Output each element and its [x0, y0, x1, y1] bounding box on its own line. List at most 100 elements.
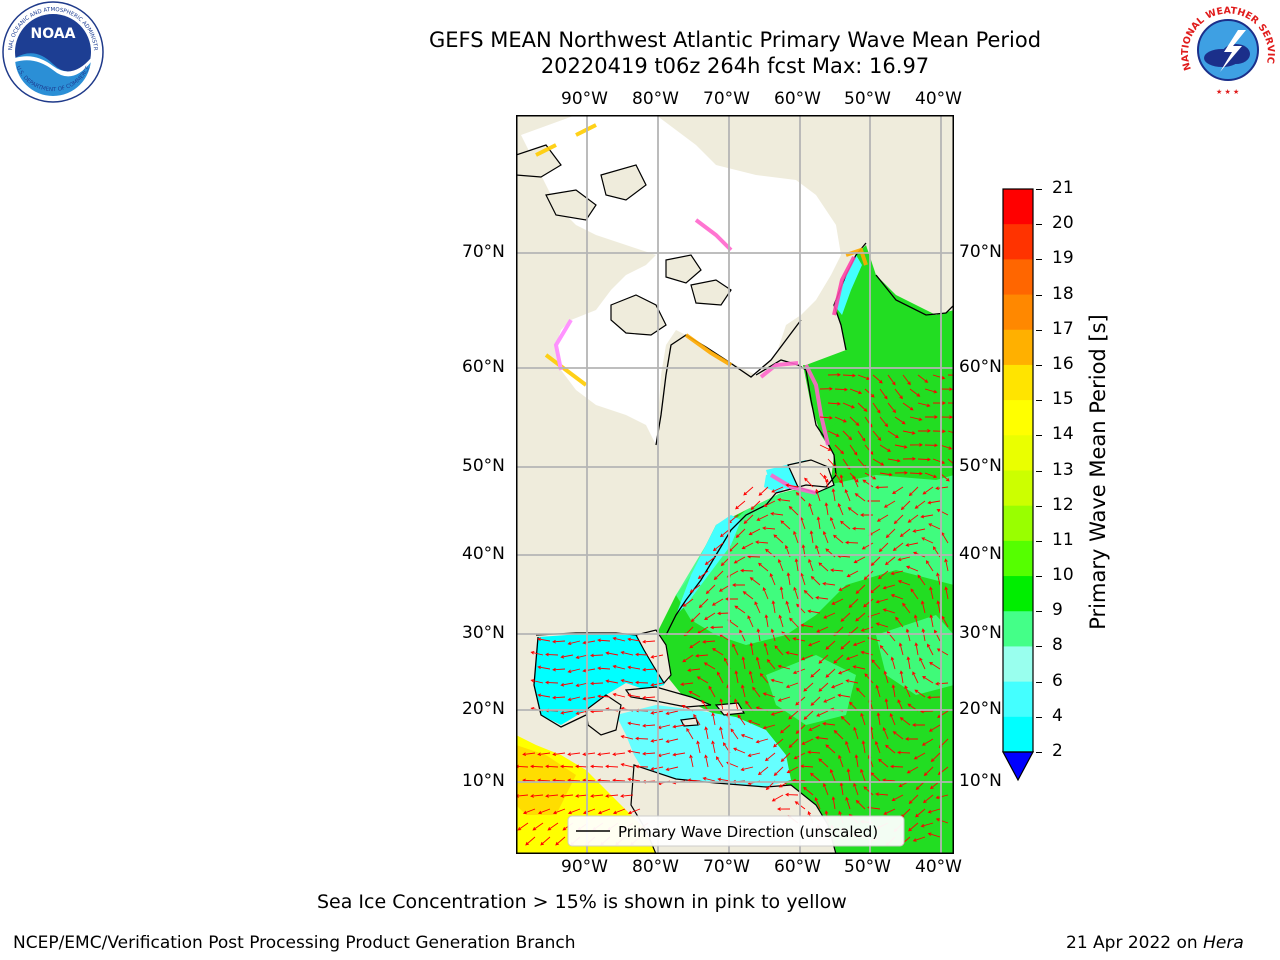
colorbar-segment — [1003, 259, 1033, 296]
wave-arrow — [845, 679, 859, 684]
wave-arrow — [855, 799, 866, 810]
wave-arrow — [810, 668, 821, 678]
wave-arrow — [909, 416, 923, 422]
wave-arrow — [854, 493, 866, 502]
wave-arrow — [849, 444, 858, 456]
wave-arrow — [882, 727, 889, 740]
wave-arrow — [747, 720, 761, 726]
colorbar-tick-label: 2 — [1052, 741, 1063, 761]
wave-arrow — [892, 486, 904, 494]
wave-arrow — [777, 497, 791, 502]
wave-arrow — [794, 558, 799, 572]
wave-arrow — [856, 687, 866, 698]
wave-arrow — [842, 373, 856, 378]
wave-arrow — [831, 682, 844, 689]
wave-arrow — [852, 665, 866, 670]
wave-arrow — [849, 416, 860, 426]
wave-arrow — [885, 528, 896, 539]
wave-arrow — [922, 676, 934, 684]
colorbar-frame — [1002, 188, 1034, 753]
wave-arrow — [743, 514, 754, 524]
wave-arrow — [924, 388, 938, 394]
wave-arrow — [703, 662, 716, 670]
wave-arrow — [758, 486, 769, 496]
wave-arrow — [932, 429, 946, 434]
wave-arrow — [800, 623, 814, 628]
wave-arrow — [872, 402, 881, 414]
wave-arrow — [814, 797, 821, 810]
wave-arrow — [815, 735, 829, 740]
wave-arrow — [537, 808, 551, 815]
wave-arrow — [605, 764, 619, 769]
wave-arrow — [860, 513, 874, 517]
lon-label-top: 80°W — [632, 89, 679, 109]
host-name: Hera — [1203, 933, 1244, 953]
wave-arrow — [900, 500, 911, 511]
wave-arrow — [755, 540, 769, 545]
wave-arrow — [582, 752, 596, 757]
wave-arrow — [735, 528, 746, 539]
wave-arrow — [898, 642, 904, 656]
wave-arrow — [612, 808, 626, 815]
wave-arrow — [823, 474, 829, 488]
wave-arrow — [590, 794, 604, 798]
wave-arrow — [697, 570, 709, 579]
wave-arrow — [590, 653, 604, 658]
wave-arrow — [801, 654, 814, 661]
wave-arrow — [748, 670, 754, 684]
wave-arrow — [682, 598, 694, 607]
wave-arrow — [704, 556, 716, 565]
wave-arrow — [522, 808, 536, 815]
wave-arrow — [733, 556, 746, 564]
wave-arrow — [773, 534, 784, 544]
wave-arrow — [803, 786, 814, 796]
wave-arrow — [833, 534, 844, 544]
wave-arrow — [555, 836, 566, 846]
wave-arrow — [749, 577, 761, 586]
wave-arrow — [749, 642, 754, 656]
wave-arrow — [620, 734, 634, 740]
wave-arrow — [818, 682, 829, 692]
wave-arrow — [582, 808, 596, 815]
wave-arrow — [716, 671, 724, 684]
wave-arrow — [560, 794, 574, 798]
wave-arrow — [712, 542, 724, 552]
wave-arrow — [838, 584, 851, 591]
run-date: 21 Apr 2022 on Hera — [1066, 933, 1244, 953]
wave-arrow — [620, 678, 634, 684]
wave-arrow — [909, 443, 923, 447]
wave-arrow — [742, 591, 754, 600]
lat-label-left: 50°N — [462, 456, 505, 476]
wave-arrow — [605, 651, 619, 656]
colorbar-tick-label: 18 — [1052, 283, 1074, 304]
wave-arrow — [936, 572, 941, 586]
wave-arrow — [834, 387, 848, 392]
wave-arrow — [747, 752, 761, 758]
wave-arrow — [872, 374, 883, 384]
colorbar-tick-label: 20 — [1052, 213, 1074, 234]
wave-arrow — [840, 520, 851, 530]
wave-arrow — [823, 696, 836, 703]
wave-arrow — [730, 728, 739, 740]
colorbar-tick — [1036, 400, 1042, 402]
wave-arrow — [872, 458, 885, 466]
wave-arrow — [612, 752, 626, 757]
wave-arrow — [941, 615, 949, 628]
wave-arrow — [932, 458, 946, 465]
wave-arrow — [875, 622, 889, 628]
wave-arrow — [763, 642, 769, 656]
wave-arrow — [750, 500, 761, 510]
lon-label-bottom: 80°W — [632, 857, 679, 877]
wave-arrow — [857, 402, 868, 412]
wave-arrow — [825, 744, 836, 754]
wave-arrow — [923, 766, 934, 777]
wave-arrow — [906, 565, 919, 572]
lon-label-bottom: 70°W — [703, 857, 750, 877]
wave-arrow — [552, 808, 566, 815]
chart-subtitle: 20220419 t06z 264h fcst Max: 16.97 — [540, 54, 930, 78]
wave-arrow — [560, 682, 574, 687]
wave-arrow — [924, 472, 938, 479]
wave-arrow — [884, 698, 889, 712]
wave-arrow — [705, 584, 716, 595]
colorbar-tick-label: 12 — [1052, 494, 1074, 515]
